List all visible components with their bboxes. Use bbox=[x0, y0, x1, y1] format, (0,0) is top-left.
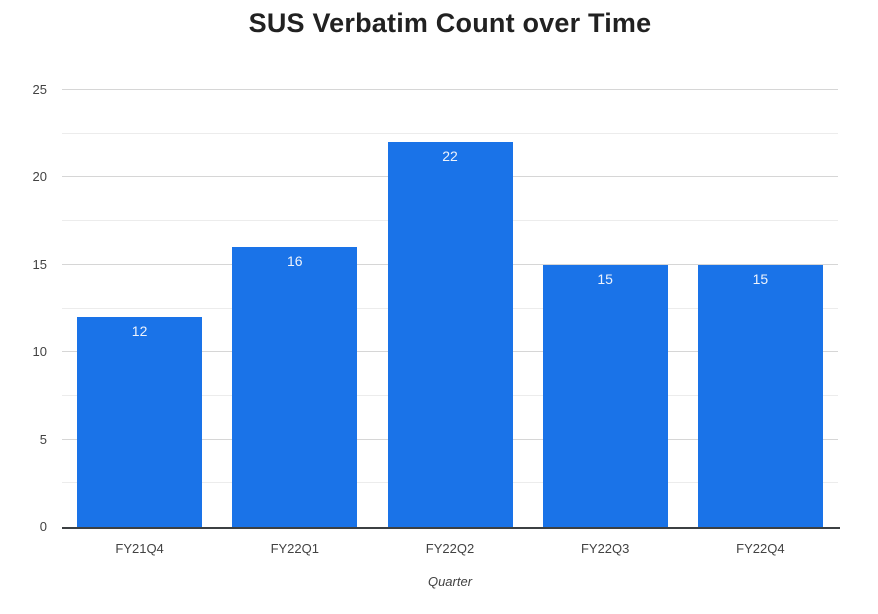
x-tick-label: FY22Q1 bbox=[270, 541, 319, 556]
bar: 15 bbox=[697, 264, 823, 527]
x-tick-label: FY22Q2 bbox=[425, 541, 475, 556]
x-tick-label: FY21Q4 bbox=[115, 541, 164, 556]
major-gridline bbox=[62, 89, 838, 90]
bar-value-label: 15 bbox=[597, 270, 613, 287]
bar: 22 bbox=[387, 142, 513, 527]
bar-value-label: 22 bbox=[442, 148, 458, 165]
x-axis-title: Quarter bbox=[427, 574, 473, 589]
y-tick-label: 0 bbox=[39, 519, 47, 534]
bar: 15 bbox=[542, 264, 668, 527]
x-axis-line bbox=[62, 527, 840, 529]
bar: 16 bbox=[232, 247, 358, 527]
x-tick-label: FY22Q4 bbox=[736, 541, 785, 556]
y-tick-label: 15 bbox=[32, 256, 47, 272]
bar-value-label: 12 bbox=[131, 323, 148, 340]
y-tick-label: 25 bbox=[32, 82, 47, 97]
bar: 12 bbox=[77, 317, 203, 527]
plot-area: 12 16 22 15 15 bbox=[62, 89, 838, 527]
y-tick-label: 10 bbox=[32, 344, 47, 360]
bar-value-label: 16 bbox=[287, 253, 303, 270]
chart-title: SUS Verbatim Count over Time bbox=[248, 8, 652, 38]
minor-gridline bbox=[62, 132, 838, 134]
y-tick-label: 5 bbox=[39, 431, 47, 447]
bar-value-label: 15 bbox=[752, 270, 769, 287]
y-tick-label: 20 bbox=[32, 169, 47, 185]
x-tick-label: FY22Q3 bbox=[580, 541, 630, 556]
